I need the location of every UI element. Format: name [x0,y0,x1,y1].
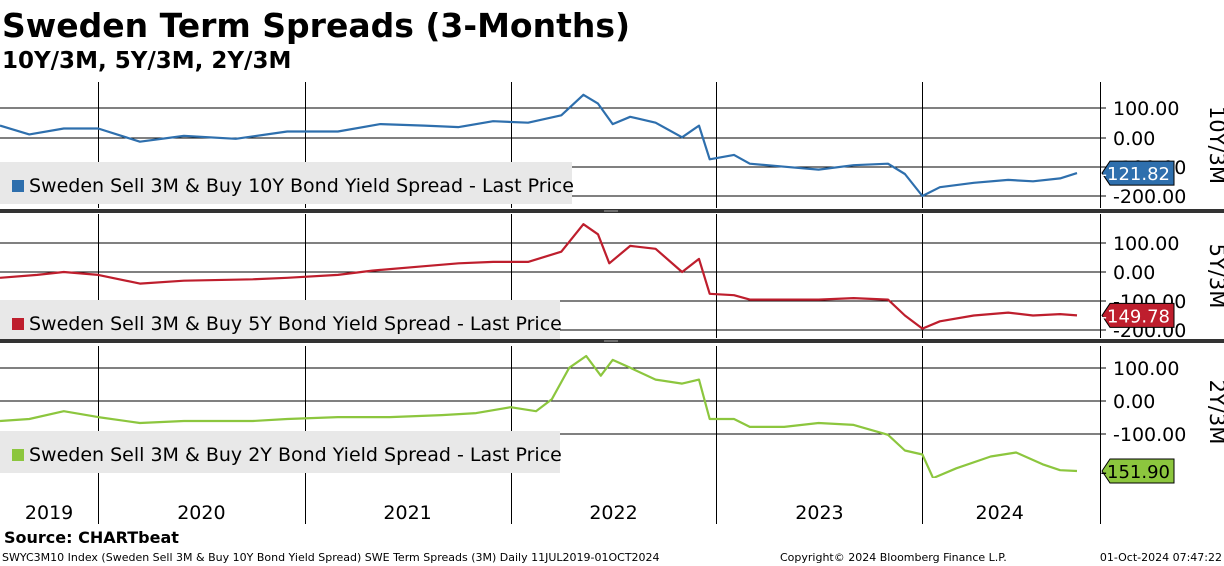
x-tick-label: 2021 [383,502,431,524]
series-line [0,354,1078,480]
legend-label: Sweden Sell 3M & Buy 5Y Bond Yield Sprea… [29,313,562,335]
y-tick-label: 100.00 [1113,98,1179,120]
panel-3: Sweden Sell 3M & Buy 2Y Bond Yield Sprea… [0,346,1224,484]
last-value-badge [1101,458,1175,484]
legend-swatch [12,180,24,192]
y-tick-label: -100.00 [1113,424,1186,446]
legend-swatch [12,449,24,461]
panel-label: 5Y/3M [1205,244,1224,309]
source-text: Source: CHARTbeat [4,528,179,547]
legend-box [0,431,560,473]
x-tick-label: 2023 [795,502,843,524]
y-tick-label: 0.00 [1113,262,1155,284]
y-tick-label: 0.00 [1113,391,1155,413]
x-tick-label: 2020 [177,502,225,524]
footer-copyright-text: Copyright© 2024 Bloomberg Finance L.P. [780,551,1007,564]
chart-title: Sweden Term Spreads (3-Months) [2,6,630,45]
legend-box [0,300,560,342]
panel-1: Sweden Sell 3M & Buy 10Y Bond Yield Spre… [0,82,1224,213]
y-tick-label: 100.00 [1113,233,1179,255]
panels: Sweden Sell 3M & Buy 10Y Bond Yield Spre… [0,82,1224,484]
footer-timestamp-text: 01-Oct-2024 07:47:22 [1100,551,1222,564]
x-axis-bg [0,478,1100,524]
x-tick-label: 2024 [976,502,1024,524]
y-tick-label: 0.00 [1113,128,1155,150]
last-value-badge [1101,302,1175,328]
last-value-label: -149.78 [1101,306,1170,327]
panel-label: 2Y/3M [1205,380,1224,445]
panel-label: 10Y/3M [1205,106,1224,184]
legend-swatch [12,318,24,330]
last-value-label: -121.82 [1101,164,1170,185]
legend-label: Sweden Sell 3M & Buy 10Y Bond Yield Spre… [29,175,574,197]
legend-box [0,162,572,204]
x-axis: 2019 2020 2021 2022 2023 2024 [0,478,1101,524]
legend-label: Sweden Sell 3M & Buy 2Y Bond Yield Sprea… [29,444,562,466]
footer-left-text: SWYC3M10 Index (Sweden Sell 3M & Buy 10Y… [2,551,660,564]
x-tick-label: 2019 [25,502,73,524]
panel-2: Sweden Sell 3M & Buy 5Y Bond Yield Sprea… [0,214,1224,343]
chart-subtitle: 10Y/3M, 5Y/3M, 2Y/3M [2,48,291,74]
last-value-label: -151.90 [1101,462,1170,483]
y-tick-label: 100.00 [1113,358,1179,380]
last-value-badge [1101,160,1175,186]
series-line [0,93,1078,198]
y-tick-label: -200.00 [1113,186,1186,208]
series-line [0,223,1078,330]
x-tick-label: 2022 [589,502,637,524]
